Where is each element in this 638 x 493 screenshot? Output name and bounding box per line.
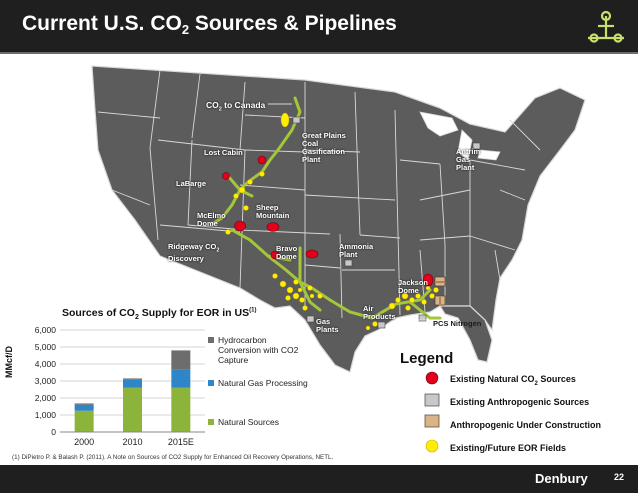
chart-bar-segment — [74, 404, 94, 411]
legend-natural: Existing Natural CO2 Sources — [450, 374, 576, 387]
chart-legend-natural-sources: Natural Sources — [208, 417, 308, 427]
chart-bar-segment — [171, 350, 191, 370]
oil-valve-icon — [588, 10, 624, 43]
chart-y-tick-label: 6,000 — [34, 325, 56, 335]
chart-bar-segment — [123, 378, 142, 380]
chart-bar-segment — [74, 410, 94, 432]
map-label-ammonia: Ammonia Plant — [339, 242, 374, 259]
legend-symbols — [424, 371, 440, 453]
us-map-drawing — [91, 65, 586, 373]
chart-bar-segment — [123, 387, 142, 432]
slide-footer — [0, 465, 638, 493]
map-label-gas-plants: Gas Plants — [316, 317, 339, 334]
map-label-air-products: Air Products — [363, 304, 396, 321]
chart-y-tick-label: 1,000 — [34, 410, 56, 420]
map-label-bravo: Bravo Dome — [276, 244, 298, 261]
map-label-pcs-nitrogen: PCS Nitrogen — [433, 319, 482, 328]
us-map — [0, 54, 638, 493]
chart-title: Sources of CO2 Supply for EOR in US(1) — [62, 307, 257, 322]
chart-y-tick-label: 0 — [51, 427, 56, 437]
brand-logo: Denbury — [535, 471, 588, 486]
legend-eor-icon — [425, 439, 439, 453]
chart-bar-segment — [74, 403, 94, 405]
legend-anthropogenic: Existing Anthropogenic Sources — [450, 397, 590, 407]
map-label-antrim: Antrim Gas Plant — [456, 147, 481, 172]
chart-bar-segment — [171, 369, 191, 388]
legend-swatch-hydrocarbon — [208, 337, 214, 343]
slide-header — [0, 0, 638, 52]
chart-legend-hydrocarbon: Hydrocarbon Conversion with CO2 Capture — [208, 335, 308, 365]
chart-bar-segment — [171, 387, 191, 432]
chart-y-tick-label: 4,000 — [34, 359, 56, 369]
chart-x-tick-label: 2010 — [122, 437, 143, 447]
header-divider — [0, 52, 638, 54]
legend-construction-icon — [424, 414, 440, 428]
chart-x-tick-label: 2000 — [74, 437, 95, 447]
map-label-mcelmo: McElmo Dome — [197, 211, 226, 228]
page-number: 22 — [614, 472, 625, 482]
chart-bar-segment — [123, 379, 142, 388]
legend-title: Legend — [400, 350, 454, 367]
slide-title: Current U.S. CO2 Sources & Pipelines — [22, 12, 397, 37]
legend-construction: Anthropogenic Under Construction — [450, 420, 601, 430]
map-label-co2-to-canada: CO2 to Canada — [206, 100, 266, 113]
map-label-labarge: LaBarge — [176, 179, 207, 188]
chart-y-tick-label: 2,000 — [34, 393, 56, 403]
chart-y-tick-label: 5,000 — [34, 342, 56, 352]
chart-legend-gas-processing: Natural Gas Processing — [208, 378, 308, 388]
legend-swatch-natural-sources — [208, 419, 214, 425]
map-label-sheep-mountain: Sheep Mountain — [256, 203, 290, 220]
chart-y-tick-label: 3,000 — [34, 376, 56, 386]
chart-x-tick-label: 2015E — [167, 437, 194, 447]
legend-swatch-gas-processing — [208, 380, 214, 386]
map-label-great-plains: Great Plains Coal Gasification Plant — [302, 131, 346, 164]
map-label-ridgeway: Ridgeway CO2 Discovery — [168, 242, 220, 263]
legend-eor: Existing/Future EOR Fields — [450, 443, 567, 453]
footnote: (1) DiPietro P. & Balash P. (2011). A No… — [12, 454, 334, 461]
map-label-jackson: Jackson Dome — [398, 278, 429, 295]
legend-natural-icon — [425, 371, 439, 385]
legend-anthropogenic-icon — [424, 393, 440, 407]
map-label-lost-cabin: Lost Cabin — [204, 148, 243, 157]
